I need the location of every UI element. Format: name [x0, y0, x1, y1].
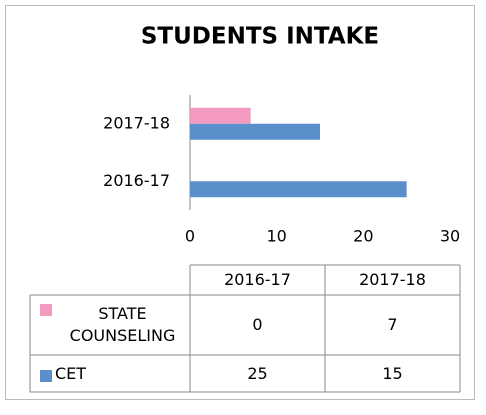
table-header-box: 2017-18 [359, 270, 426, 289]
legend-key [40, 370, 52, 382]
x-tick-label: 20 [353, 227, 373, 246]
bar [190, 123, 320, 140]
chart-title: STUDENTS INTAKE [141, 24, 379, 50]
legend-label-box: CET [55, 363, 87, 383]
y-tick-label: 2016-17 [103, 171, 170, 190]
bar [190, 107, 251, 124]
legend-label-box: STATE COUNSELING [69, 304, 176, 345]
x-tick-label: 10 [266, 227, 286, 246]
y-tick-label: 2017-18 [103, 113, 170, 132]
x-tick-label: 0 [185, 227, 195, 246]
table-value-box: 7 [387, 315, 398, 334]
table-header: 2017-18 [359, 270, 426, 289]
legend-label: CET [55, 363, 87, 383]
table-value-box: 0 [252, 315, 263, 334]
table-value: 15 [382, 363, 403, 383]
table-value: 25 [247, 363, 268, 383]
table-header: 2016-17 [224, 270, 291, 289]
legend-key [40, 304, 52, 316]
bar [190, 181, 407, 198]
legend-label: STATE COUNSELING [69, 304, 176, 345]
chart-frame [5, 5, 475, 400]
table-value: 7 [387, 315, 398, 334]
x-tick-label: 30 [440, 227, 460, 246]
table-value-box: 25 [247, 363, 268, 383]
table-value: 0 [252, 315, 263, 334]
table-header-box: 2016-17 [224, 270, 291, 289]
table-value-box: 15 [382, 363, 403, 383]
